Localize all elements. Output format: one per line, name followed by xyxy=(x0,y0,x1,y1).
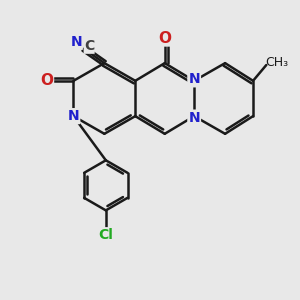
Text: N: N xyxy=(188,111,200,124)
Text: Cl: Cl xyxy=(98,228,113,242)
Text: N: N xyxy=(71,35,82,49)
Text: O: O xyxy=(158,31,171,46)
Text: N: N xyxy=(188,72,200,86)
Text: N: N xyxy=(68,109,79,123)
Text: CH₃: CH₃ xyxy=(265,56,288,69)
Text: O: O xyxy=(40,73,53,88)
Text: C: C xyxy=(84,39,94,53)
